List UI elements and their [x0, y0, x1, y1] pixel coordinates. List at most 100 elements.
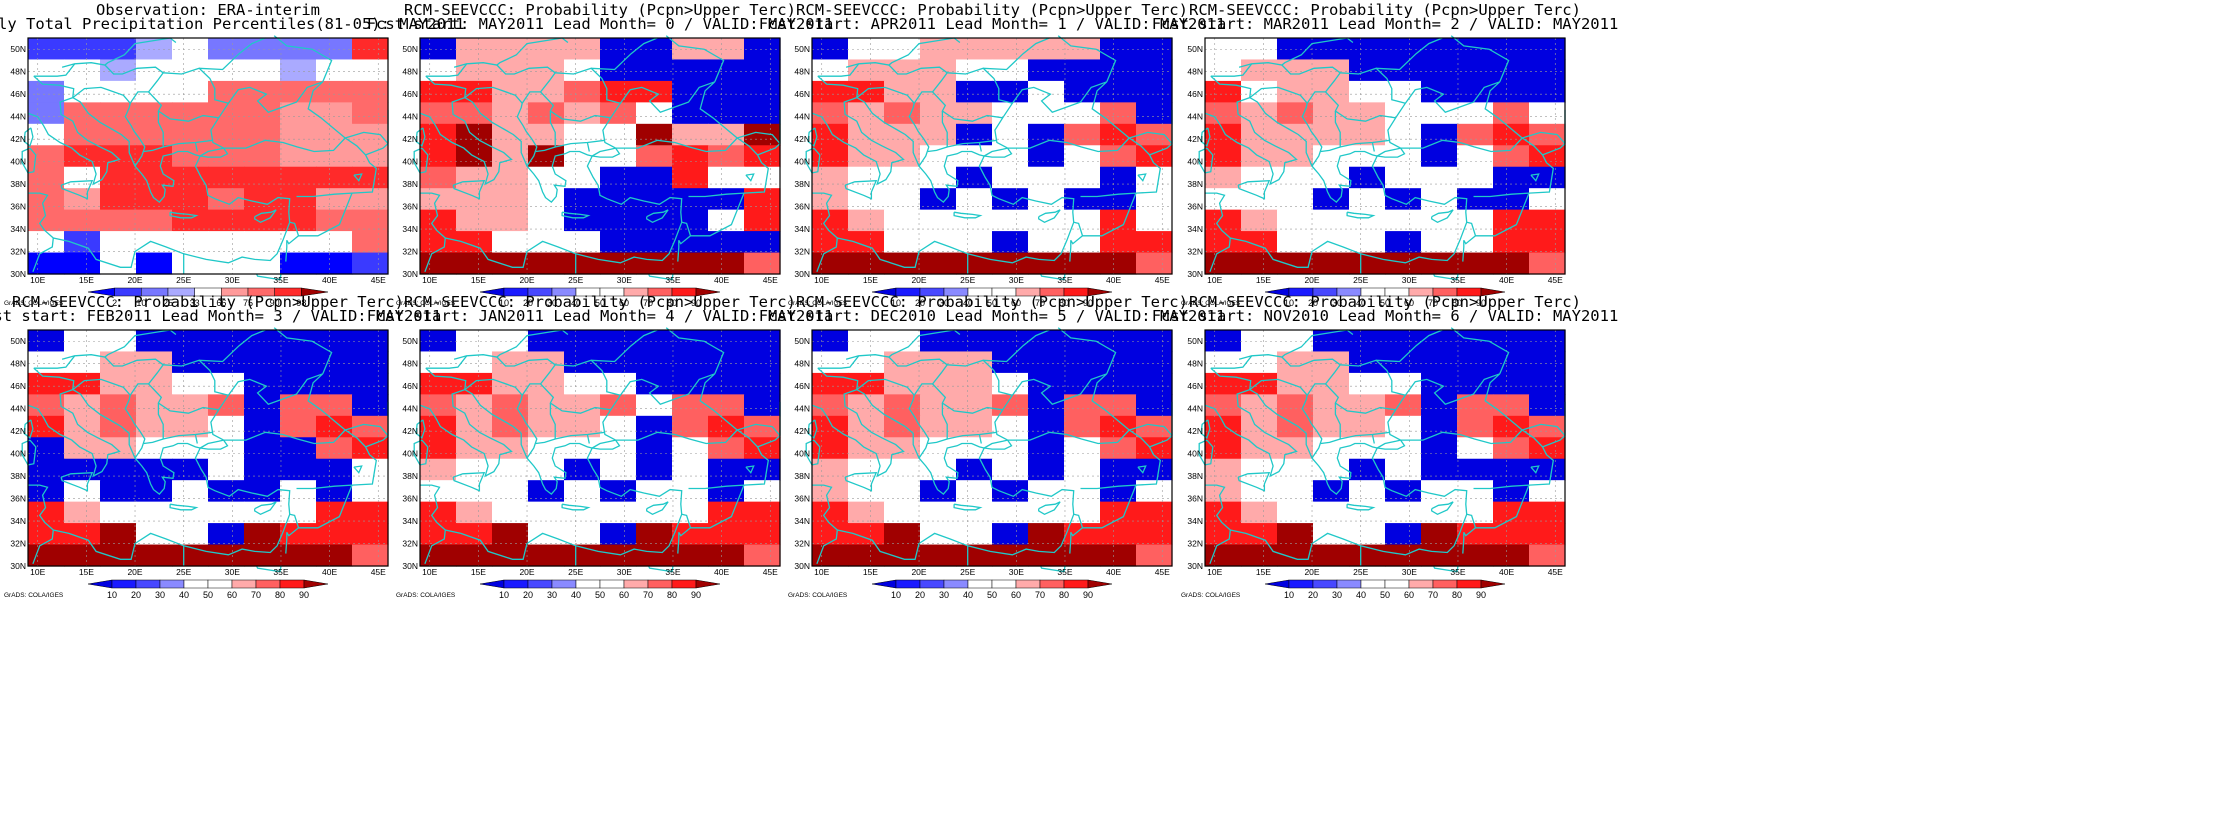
grid-cell	[136, 458, 173, 481]
colorbar-label: 50	[1380, 298, 1390, 308]
lat-tick-label: 44N	[794, 112, 810, 122]
grid-cell	[600, 252, 637, 275]
coastline	[452, 179, 486, 200]
grads-credit: GrADS: COLA/IGES	[4, 592, 64, 599]
colorbar-swatch	[1288, 579, 1314, 589]
lon-tick-label: 15E	[1256, 567, 1271, 577]
coastline	[1340, 359, 1406, 396]
grid-cell	[636, 351, 673, 374]
grid-cell	[1277, 80, 1314, 103]
grid-cell	[316, 102, 353, 125]
coastline	[256, 565, 282, 573]
grid-cell	[672, 544, 709, 567]
grid-cell	[1277, 188, 1314, 211]
grid-cell	[672, 480, 709, 503]
colorbar-swatch	[1408, 579, 1434, 589]
grid-cell	[1277, 351, 1314, 374]
grid-cell	[1385, 166, 1422, 189]
colorbar-label: 40	[963, 298, 973, 308]
lat-tick-label: 44N	[10, 112, 26, 122]
grid-cell	[136, 188, 173, 211]
grid-cell	[848, 188, 885, 211]
grid-cell	[64, 480, 101, 503]
coastline	[425, 367, 467, 390]
grid-cell	[564, 38, 601, 61]
grid-cell	[1493, 523, 1530, 546]
grid-cell	[1385, 330, 1422, 353]
grid-cell	[1421, 123, 1458, 146]
grid-cell	[1457, 209, 1494, 232]
coastline	[888, 356, 949, 396]
lon-tick-label: 10E	[1207, 275, 1222, 285]
grid-cell	[1385, 188, 1422, 211]
lon-tick-label: 30E	[1402, 567, 1417, 577]
coastline	[169, 503, 199, 511]
grid-cell	[316, 123, 353, 146]
grid-cell	[1313, 166, 1350, 189]
grid-cell	[528, 351, 565, 374]
grid-cell	[1136, 372, 1173, 395]
grid-cell	[456, 252, 493, 275]
grid-cell	[492, 252, 529, 275]
coastline	[415, 419, 426, 439]
grid-cell	[1028, 458, 1065, 481]
grid-cell	[1421, 188, 1458, 211]
colorbar-label: 80	[1059, 590, 1069, 600]
colorbar: 2 10 25 33 66 75 90 98	[87, 287, 329, 308]
grid-cell	[1529, 523, 1566, 546]
colorbar-label: 20	[523, 298, 533, 308]
lat-tick-label: 36N	[794, 202, 810, 212]
lon-tick-label: 45E	[1548, 275, 1563, 285]
grid-cell	[1457, 252, 1494, 275]
grid-cell	[1241, 372, 1278, 395]
grid-cell	[64, 231, 101, 254]
colorbar-swatch	[183, 579, 209, 589]
grid-cell	[956, 351, 993, 374]
lat-tick-label: 42N	[794, 426, 810, 436]
grid-cell	[420, 188, 457, 211]
colorbar-swatch	[1456, 579, 1482, 589]
coastline	[298, 192, 353, 237]
grid-cell	[1064, 415, 1101, 438]
grid-cell	[812, 351, 849, 374]
grid-cell	[1241, 480, 1278, 503]
grid-cell	[208, 458, 245, 481]
grid-cell	[672, 415, 709, 438]
grid-cell	[848, 330, 885, 353]
coastline	[424, 237, 446, 273]
map-panel: RCM-SEEVCCC: Probability (Pcpn>Upper Ter…	[1152, 1, 1619, 308]
probability-grid	[812, 38, 1173, 275]
coastline	[812, 155, 1075, 268]
lon-tick-label: 35E	[273, 567, 288, 577]
coastline	[33, 75, 75, 98]
lon-tick-label: 45E	[371, 567, 386, 577]
colorbar-swatch	[991, 579, 1017, 589]
grid-cell	[100, 501, 137, 524]
grid-cell	[708, 102, 745, 125]
grid-cell	[956, 38, 993, 61]
coastline	[1205, 447, 1468, 560]
map-panel: RCM-SEEVCCC: Probability (Pcpn>Upper Ter…	[759, 1, 1226, 308]
grid-cell	[848, 102, 885, 125]
grid-cell	[920, 252, 957, 275]
grid-cell	[920, 209, 957, 232]
coastline	[856, 378, 930, 459]
lat-tick-label: 32N	[402, 247, 418, 257]
grid-cell	[884, 480, 921, 503]
grid-cell	[1277, 209, 1314, 232]
grid-cell	[280, 209, 317, 232]
grid-cell	[492, 80, 529, 103]
grid-cell	[64, 80, 101, 103]
lat-tick-label: 30N	[794, 561, 810, 571]
coastline	[665, 35, 725, 83]
colorbar-label: 90	[691, 590, 701, 600]
grid-cell	[1028, 188, 1065, 211]
grid-cell	[1277, 372, 1314, 395]
coastline	[1433, 565, 1459, 573]
grid-cell	[64, 209, 101, 232]
coastline	[1433, 273, 1459, 281]
grid-cell	[420, 59, 457, 82]
colorbar-label: 30	[547, 590, 557, 600]
grid-cell	[528, 59, 565, 82]
lon-tick-label: 10E	[30, 275, 45, 285]
